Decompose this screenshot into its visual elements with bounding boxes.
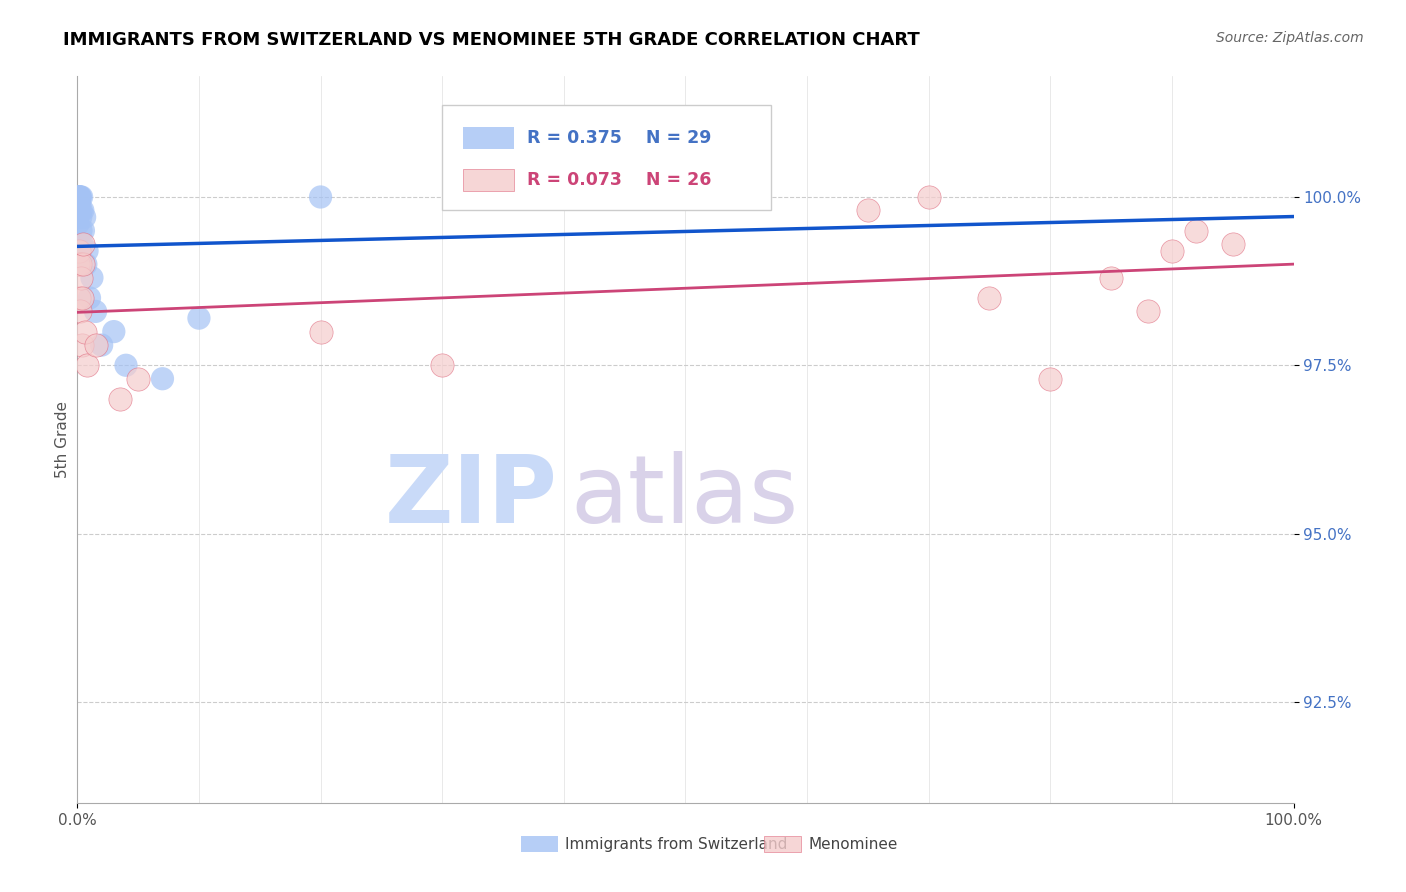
Point (72, 257, 94, 271)
Point (72, 224, 94, 238)
Point (73, 325, 96, 339)
Point (115, 358, 138, 372)
Y-axis label: 5th Grade: 5th Grade (55, 401, 70, 478)
Point (69, 190, 91, 204)
Point (735, 190, 758, 204)
FancyBboxPatch shape (441, 105, 770, 211)
Text: Source: ZipAtlas.com: Source: ZipAtlas.com (1216, 31, 1364, 45)
Point (1161, 244, 1184, 258)
FancyBboxPatch shape (463, 169, 515, 191)
Point (70, 338, 93, 352)
Point (70, 203, 93, 218)
Point (70, 224, 93, 238)
FancyBboxPatch shape (765, 836, 801, 852)
Text: R = 0.073    N = 26: R = 0.073 N = 26 (527, 170, 711, 189)
Point (856, 203, 879, 218)
Point (70, 190, 93, 204)
Point (979, 291, 1001, 305)
Point (67, 190, 90, 204)
Point (67, 190, 90, 204)
Point (80, 270, 103, 285)
Point (79, 291, 101, 305)
Point (72, 237, 94, 252)
Point (66, 217, 89, 231)
Point (76, 244, 98, 258)
Text: Immigrants from Switzerland: Immigrants from Switzerland (565, 837, 787, 852)
Text: atlas: atlas (569, 451, 799, 543)
Point (69, 257, 91, 271)
Point (309, 190, 332, 204)
Point (76, 358, 98, 372)
Point (67, 190, 90, 204)
Point (918, 190, 941, 204)
Text: IMMIGRANTS FROM SWITZERLAND VS MENOMINEE 5TH GRADE CORRELATION CHART: IMMIGRANTS FROM SWITZERLAND VS MENOMINEE… (63, 31, 920, 49)
Point (66, 257, 89, 271)
Point (72, 203, 94, 218)
Point (90, 338, 112, 352)
Point (1222, 237, 1244, 252)
Point (1039, 372, 1062, 386)
Point (70, 270, 93, 285)
Point (84, 338, 107, 352)
Point (75, 257, 97, 271)
FancyBboxPatch shape (522, 836, 558, 852)
FancyBboxPatch shape (463, 128, 515, 149)
Point (84, 304, 107, 318)
Point (67, 291, 90, 305)
Point (67, 244, 90, 258)
Point (69, 210, 91, 224)
Point (67, 203, 90, 218)
Point (188, 311, 211, 326)
Point (1185, 224, 1208, 238)
Point (103, 325, 125, 339)
Text: Menominee: Menominee (808, 837, 897, 852)
Point (70, 291, 93, 305)
Point (309, 325, 332, 339)
Point (69, 190, 91, 204)
Point (69, 190, 91, 204)
Text: ZIP: ZIP (385, 451, 558, 543)
Point (69, 304, 91, 318)
Point (70, 237, 93, 252)
Point (73, 210, 96, 224)
Point (430, 358, 453, 372)
Point (152, 372, 174, 386)
Point (127, 372, 149, 386)
Point (1099, 270, 1122, 285)
Point (69, 196, 91, 211)
Point (1136, 304, 1159, 318)
Text: R = 0.375    N = 29: R = 0.375 N = 29 (527, 129, 711, 147)
Point (108, 392, 131, 406)
